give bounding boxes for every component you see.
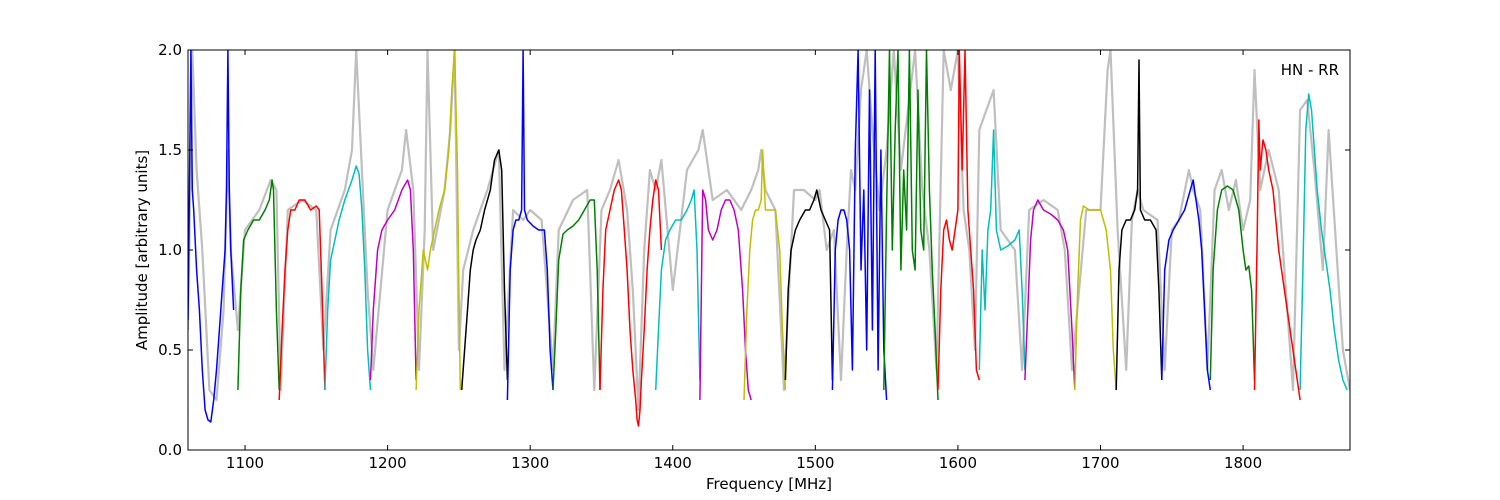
y-tick-label: 1.5 xyxy=(158,141,182,159)
series-line-13 xyxy=(743,149,787,401)
series-line-23 xyxy=(1209,185,1256,381)
series-line-6 xyxy=(415,50,462,391)
series-line-20 xyxy=(1074,205,1117,391)
x-tick-label: 1200 xyxy=(369,454,407,472)
y-tick-label: 0.5 xyxy=(158,341,182,359)
y-tick-label: 1.0 xyxy=(158,241,182,259)
series-line-8 xyxy=(506,50,554,401)
series-line-11 xyxy=(654,189,701,391)
series-line-17 xyxy=(937,50,981,391)
y-tick-label: 2.0 xyxy=(158,41,182,59)
x-axis-ticks: 1100 1200 1300 1400 1500 1600 1700 1800 xyxy=(226,50,1262,472)
series-line-14 xyxy=(784,189,834,381)
series-line-9 xyxy=(552,199,601,391)
series-line-2 xyxy=(237,179,280,391)
series-line-3 xyxy=(278,199,326,401)
y-axis-ticks: 0.0 0.5 1.0 1.5 2.0 xyxy=(158,41,1350,459)
series-line-16 xyxy=(883,50,939,401)
series-line-21 xyxy=(1115,59,1163,391)
series-line-19 xyxy=(1024,199,1076,391)
series-line-4 xyxy=(324,165,372,391)
series-line-22 xyxy=(1161,179,1212,391)
x-tick-label: 1700 xyxy=(1081,454,1119,472)
annotation-label: HN - RR xyxy=(1281,61,1339,79)
x-tick-label: 1300 xyxy=(511,454,549,472)
x-tick-label: 1600 xyxy=(939,454,977,472)
x-tick-label: 1100 xyxy=(226,454,264,472)
series-line-1 xyxy=(188,50,235,423)
series-line-10 xyxy=(599,179,663,427)
series-line-24 xyxy=(1253,119,1301,401)
x-tick-label: 1800 xyxy=(1224,454,1262,472)
series-line-18 xyxy=(978,129,1026,371)
x-tick-label: 1400 xyxy=(654,454,692,472)
x-tick-label: 1500 xyxy=(796,454,834,472)
series-line-5 xyxy=(369,179,417,381)
series-line-25 xyxy=(1299,93,1348,391)
x-axis-label: Frequency [MHz] xyxy=(706,475,832,493)
series-line-15 xyxy=(831,50,888,401)
plot-area xyxy=(188,50,1350,427)
series-line-12 xyxy=(699,189,752,401)
y-axis-label: Amplitude [arbitrary units] xyxy=(133,150,151,350)
series-line-7 xyxy=(460,149,509,391)
y-tick-label: 0.0 xyxy=(158,441,182,459)
